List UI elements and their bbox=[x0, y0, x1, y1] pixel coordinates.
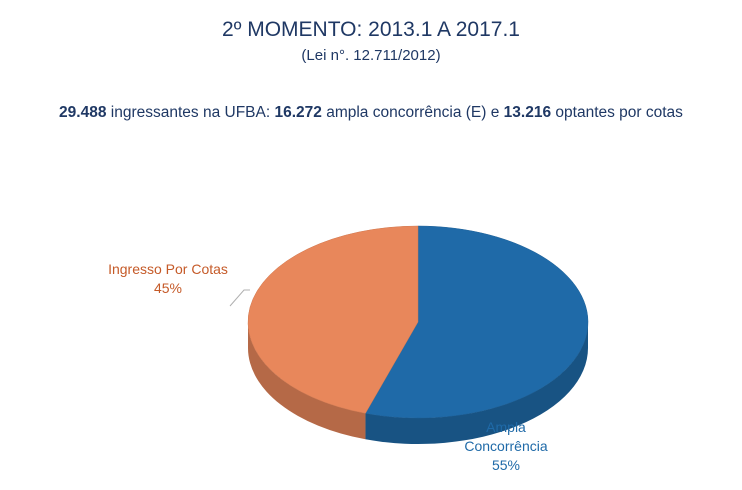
pie-slice-0 bbox=[365, 225, 589, 419]
pie-slice-side-1-0 bbox=[248, 322, 366, 440]
page-subtitle: (Lei n°. 12.711/2012) bbox=[301, 47, 441, 64]
slice-label-1-1: 45% bbox=[154, 280, 182, 296]
leader-line bbox=[229, 289, 250, 307]
pie-slice-1 bbox=[247, 225, 419, 414]
slice-label-0-0: Ampla bbox=[486, 419, 526, 435]
slice-label-1-0: Ingresso Por Cotas bbox=[108, 261, 228, 277]
total-count: 29.488 bbox=[59, 104, 107, 121]
summary-text-3: optantes por cotas bbox=[551, 104, 683, 121]
summary-text-1: ingressantes na UFBA: bbox=[106, 104, 275, 121]
page-title: 2º MOMENTO: 2013.1 A 2017.1 bbox=[222, 18, 520, 41]
summary-text-2: ampla concorrência (E) e bbox=[321, 104, 504, 121]
slice-label-0-1: Concorrência bbox=[464, 438, 547, 454]
slice-label-0-2: 55% bbox=[492, 457, 520, 473]
ampla-count: 16.272 bbox=[274, 104, 322, 121]
pie-slice-side-0-0 bbox=[365, 322, 588, 444]
cotas-count: 13.216 bbox=[503, 104, 552, 121]
summary-line: 29.488 ingressantes na UFBA: 16.272 ampl… bbox=[0, 104, 742, 122]
